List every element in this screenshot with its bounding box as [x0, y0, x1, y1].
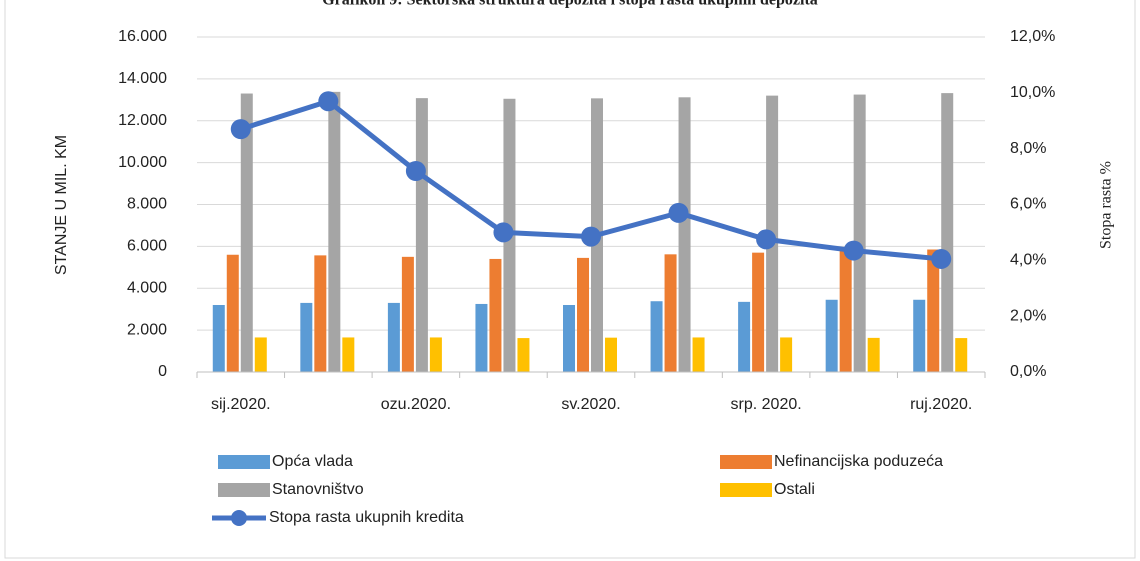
bar	[240, 93, 253, 372]
legend-marker	[231, 510, 247, 526]
bar	[300, 302, 313, 372]
bar	[489, 258, 502, 372]
bar	[955, 338, 968, 372]
legend-label: Opća vlada	[272, 453, 353, 470]
y2-axis-label: Stopa rasta %	[1098, 161, 1115, 249]
bar	[839, 250, 852, 372]
bar	[314, 255, 327, 372]
marker	[493, 222, 514, 243]
legend-label: Ostali	[774, 481, 815, 498]
legend-label: Stanovništvo	[272, 481, 364, 498]
legend-swatch	[218, 455, 270, 469]
y-tick-label: 12.000	[118, 112, 167, 129]
marker	[581, 226, 601, 247]
x-tick-label: sv.2020.	[561, 396, 620, 413]
y-tick-label: 2.000	[127, 321, 167, 338]
bar	[605, 337, 617, 372]
bar	[563, 305, 575, 372]
bar	[780, 337, 793, 372]
y2-tick-label: 12,0%	[1010, 28, 1055, 45]
y-tick-label: 8.000	[127, 196, 167, 213]
bar	[853, 94, 866, 372]
marker	[318, 91, 339, 112]
chart-border	[4, 0, 1136, 559]
legend-label: Stopa rasta ukupnih kredita	[269, 509, 464, 526]
bar	[226, 254, 239, 372]
bar	[913, 299, 926, 372]
marker	[843, 240, 864, 261]
y-tick-label: 4.000	[127, 279, 167, 296]
bar	[738, 301, 751, 372]
y-tick-label: 14.000	[118, 70, 167, 87]
bar	[825, 299, 838, 372]
y-tick-label: 0	[158, 363, 167, 380]
y2-tick-label: 10,0%	[1010, 84, 1055, 101]
bar	[678, 97, 691, 373]
y-tick-label: 16.000	[118, 28, 167, 45]
bar	[927, 249, 940, 372]
bar	[387, 302, 400, 372]
y-tick-label: 6.000	[127, 238, 167, 255]
y-tick-label: 10.000	[118, 154, 167, 171]
bar	[475, 303, 488, 372]
bar	[941, 93, 954, 373]
marker	[230, 119, 251, 140]
marker	[931, 248, 952, 269]
legend-swatch	[218, 483, 270, 497]
bar	[577, 257, 589, 372]
x-tick-label: ruj.2020.	[910, 396, 972, 413]
y2-tick-label: 2,0%	[1010, 307, 1046, 324]
x-tick-label: ozu.2020.	[381, 396, 451, 413]
bar	[692, 337, 705, 372]
bar	[401, 256, 414, 372]
y2-tick-label: 0,0%	[1010, 363, 1046, 380]
marker	[405, 161, 426, 181]
y-axis-label: STANJE U MIL. KM	[53, 135, 70, 275]
bar	[650, 301, 663, 372]
legend-swatch	[720, 455, 772, 469]
bar	[415, 98, 428, 372]
marker	[668, 202, 689, 223]
marker	[756, 229, 777, 250]
legend-label: Nefinancijska poduzeća	[774, 453, 943, 470]
bar	[328, 91, 341, 372]
y2-tick-label: 4,0%	[1010, 252, 1046, 269]
x-tick-label: srp. 2020.	[731, 396, 802, 413]
bar	[342, 337, 355, 372]
bar	[212, 305, 225, 372]
bar	[254, 337, 267, 372]
bar	[429, 337, 442, 372]
y2-tick-label: 8,0%	[1010, 140, 1046, 157]
bar	[867, 337, 880, 372]
bar	[517, 338, 530, 372]
bar	[664, 254, 677, 372]
chart-title: Grafikon 9: Sektorska struktura depozita…	[322, 0, 818, 9]
legend-swatch	[720, 483, 772, 497]
x-tick-label: sij.2020.	[211, 396, 271, 413]
bar	[752, 252, 765, 372]
y2-tick-label: 6,0%	[1010, 196, 1046, 213]
